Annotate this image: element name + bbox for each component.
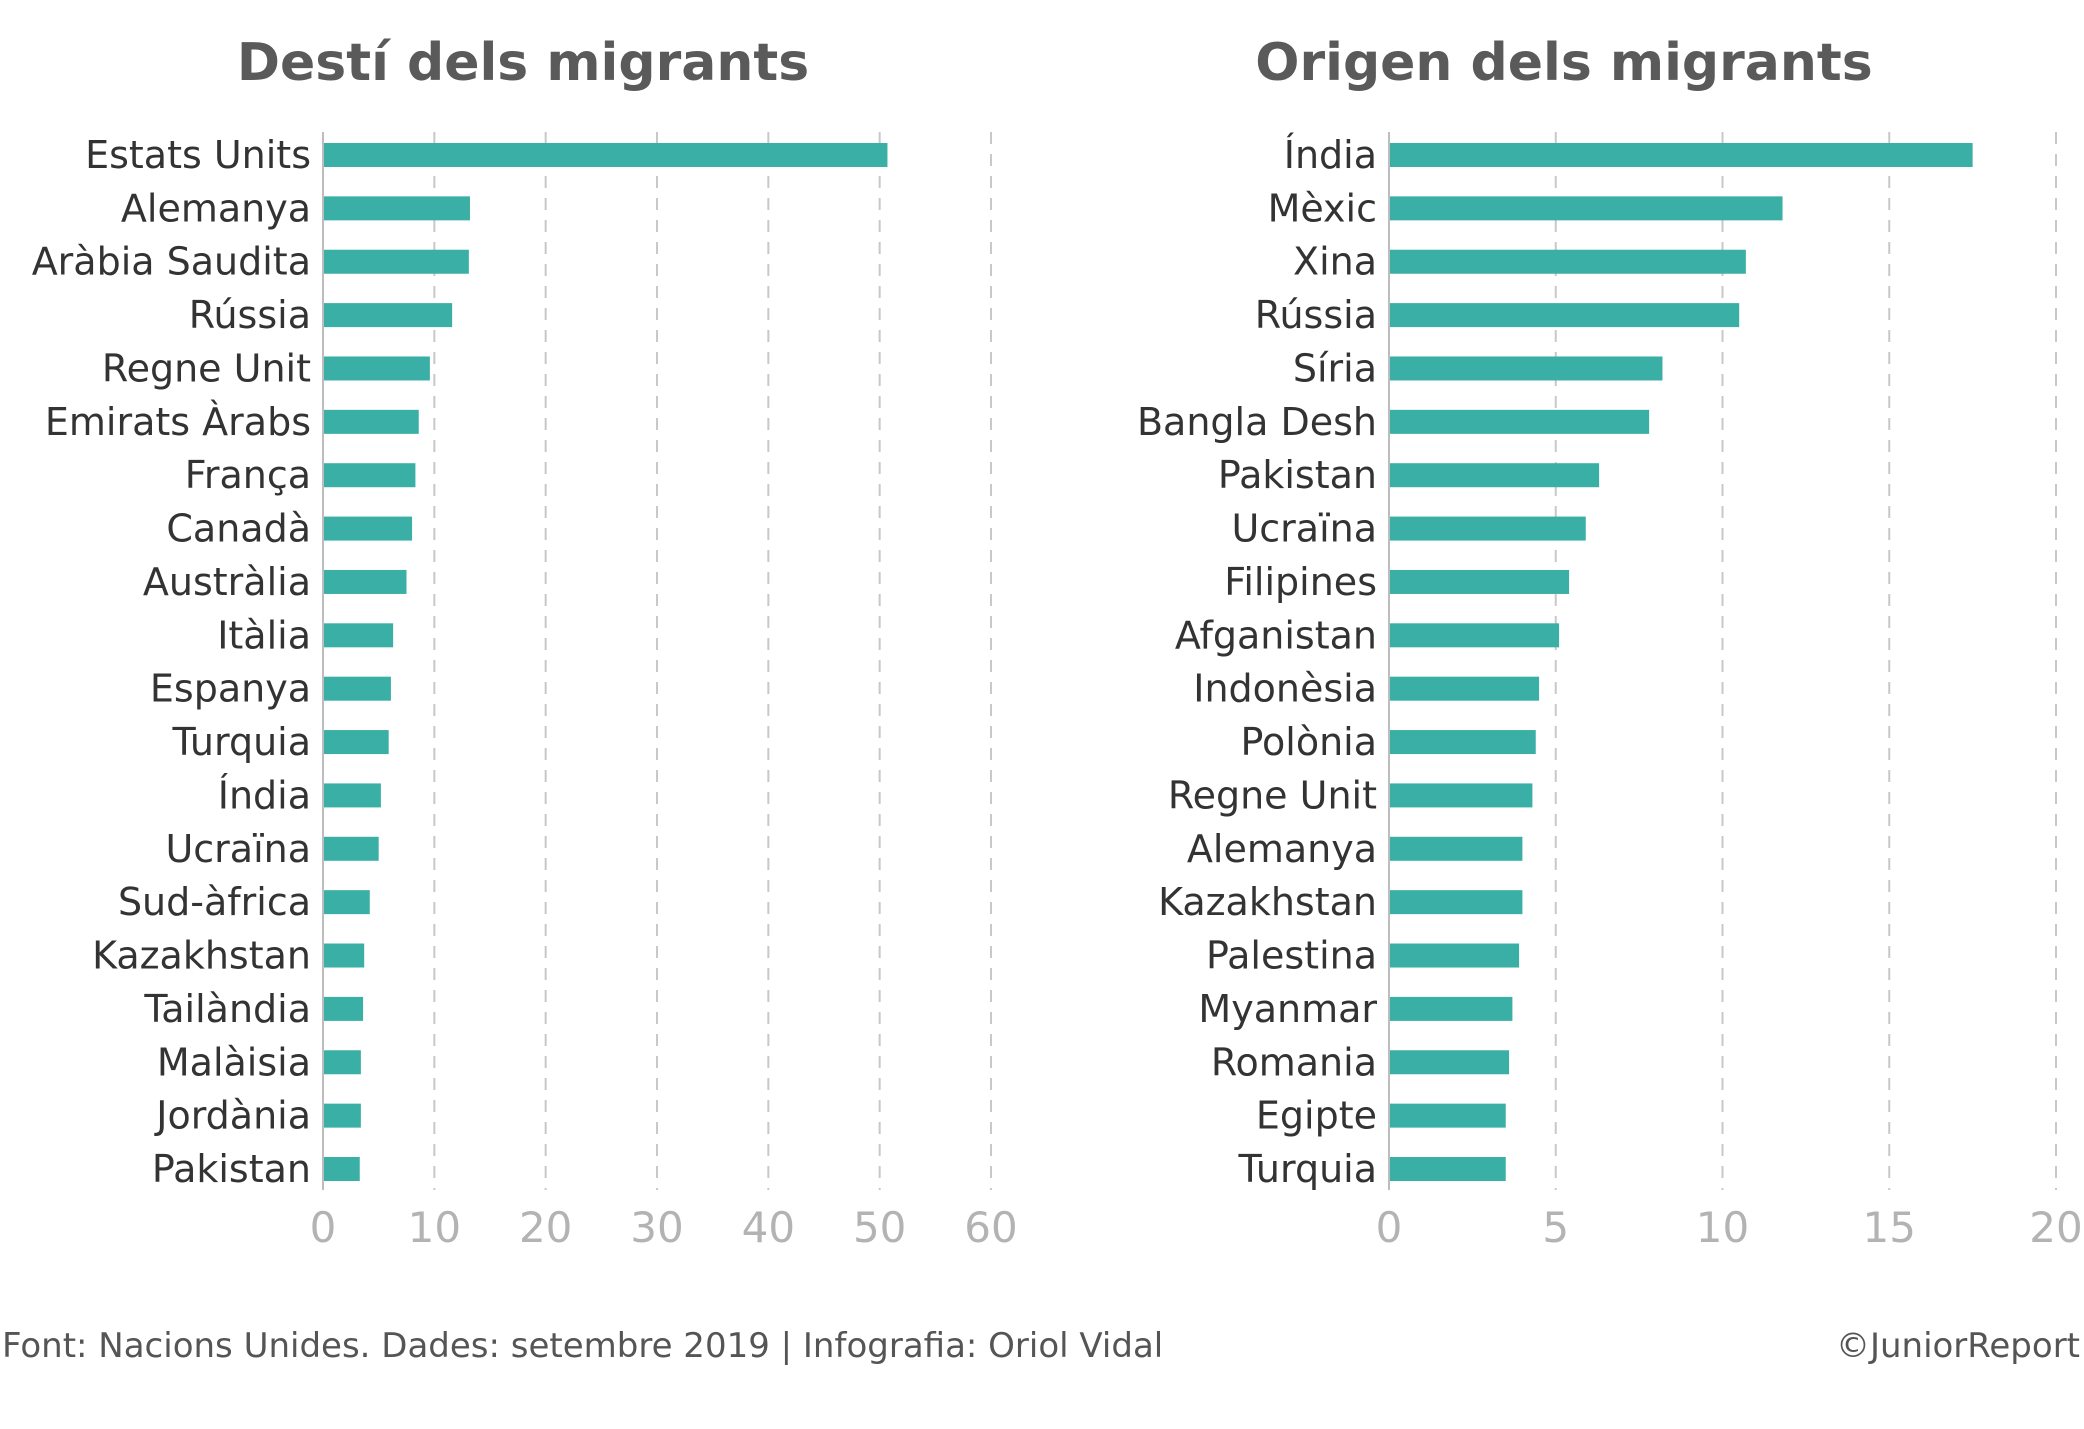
destination-bar [324, 356, 430, 381]
destination-x-tick-label: 50 [853, 1203, 906, 1252]
destination-chart: Destí dels migrants 0 10 20 30 40 50 60 Estats U… [32, 33, 1018, 1252]
origin-bar [1390, 836, 1523, 861]
destination-category-label: Jordània [154, 1094, 311, 1138]
origin-chart-title: Origen dels migrants [1255, 33, 1872, 93]
origin-category-label: Egipte [1256, 1094, 1377, 1138]
destination-category-label: Espanya [150, 667, 311, 711]
destination-bar [324, 409, 419, 434]
destination-bar [324, 143, 888, 167]
origin-bar [1390, 569, 1570, 594]
origin-category-label: Mèxic [1268, 186, 1377, 230]
origin-category-label: Regne Unit [1168, 773, 1377, 817]
destination-category-label: Ucraïna [165, 827, 311, 871]
destination-category-label: Regne Unit [102, 346, 311, 390]
destination-x-tick-label: 30 [630, 1203, 683, 1252]
destination-x-tick-label: 40 [742, 1203, 795, 1252]
origin-bar [1390, 516, 1586, 541]
origin-category-label: Ucraïna [1231, 507, 1377, 551]
destination-category-label: Turquia [171, 720, 311, 764]
origin-bar [1390, 143, 1973, 167]
origin-bar [1390, 249, 1746, 274]
destination-bar [324, 783, 381, 808]
destination-category-label: Rússia [189, 293, 311, 337]
origin-x-tick-label: 0 [1376, 1203, 1403, 1252]
destination-category-label: Canadà [166, 507, 311, 551]
origin-bar [1390, 463, 1600, 488]
origin-category-label: Síria [1293, 346, 1377, 390]
destination-x-tick-label: 10 [408, 1203, 461, 1252]
destination-category-label: Tailàndia [143, 987, 311, 1031]
destination-bar [324, 569, 407, 594]
origin-category-label: Kazakhstan [1158, 880, 1377, 924]
destination-bar [324, 249, 469, 274]
origin-bar [1390, 783, 1533, 808]
origin-category-label: Índia [1284, 133, 1377, 177]
destination-category-label: Pakistan [152, 1147, 311, 1191]
destination-category-label: Estats Units [85, 133, 311, 177]
destination-bar [324, 730, 389, 755]
destination-bar [324, 890, 370, 915]
destination-x-tick-label: 20 [519, 1203, 572, 1252]
destination-category-label: Itàlia [217, 613, 311, 657]
origin-bar [1390, 943, 1520, 968]
origin-bar [1390, 303, 1740, 328]
origin-bar [1390, 1157, 1506, 1181]
footer-source: Font: Nacions Unides. Dades: setembre 20… [2, 1326, 1164, 1366]
origin-bar [1390, 409, 1650, 434]
origin-category-label: Xina [1293, 240, 1377, 284]
origin-x-tick-label: 20 [2029, 1203, 2082, 1252]
destination-category-label: França [185, 453, 311, 497]
origin-category-label: Turquia [1237, 1147, 1377, 1191]
origin-bar [1390, 623, 1560, 648]
origin-category-label: Romania [1211, 1040, 1377, 1084]
destination-category-label: Sud-àfrica [118, 880, 311, 924]
origin-bar [1390, 890, 1523, 915]
destination-x-tick-label: 0 [310, 1203, 337, 1252]
origin-x-tick-label: 15 [1863, 1203, 1916, 1252]
destination-bar [324, 516, 413, 541]
origin-x-tick-label: 5 [1542, 1203, 1569, 1252]
destination-category-label: Alemanya [121, 186, 311, 230]
destination-category-label: Índia [218, 773, 311, 817]
destination-bar [324, 943, 365, 968]
destination-bar [324, 303, 453, 328]
origin-bar [1390, 996, 1513, 1021]
destination-bar [324, 463, 416, 488]
destination-category-label: Malàisia [157, 1040, 311, 1084]
origin-bar [1390, 1103, 1506, 1128]
destination-bar [324, 1157, 360, 1181]
origin-bar [1390, 196, 1783, 221]
destination-bar [324, 196, 470, 221]
footer-credit: ©JuniorReport [1835, 1326, 2080, 1366]
origin-chart: Origen dels migrants 0 5 10 15 20 Índia Mèxic Xi… [1137, 33, 2083, 1252]
origin-category-label: Polònia [1240, 720, 1377, 764]
destination-category-label: Aràbia Saudita [32, 240, 311, 284]
destination-bar [324, 623, 394, 648]
origin-bar [1390, 730, 1536, 755]
destination-bar [324, 996, 364, 1021]
destination-category-label: Austràlia [143, 560, 311, 604]
origin-category-label: Filipines [1224, 560, 1377, 604]
destination-chart-title: Destí dels migrants [237, 33, 809, 93]
destination-category-label: Kazakhstan [92, 934, 311, 978]
destination-bar [324, 836, 379, 861]
destination-category-label: Emirats Àrabs [45, 400, 311, 444]
destination-x-tick-label: 60 [964, 1203, 1017, 1252]
origin-category-label: Indonèsia [1193, 667, 1377, 711]
destination-bar [324, 676, 391, 701]
origin-category-label: Rússia [1255, 293, 1377, 337]
origin-bar [1390, 676, 1540, 701]
origin-category-label: Myanmar [1198, 987, 1377, 1031]
origin-category-label: Pakistan [1218, 453, 1377, 497]
destination-bar [324, 1103, 361, 1128]
origin-category-label: Palestina [1206, 934, 1377, 978]
origin-x-tick-label: 10 [1696, 1203, 1749, 1252]
origin-bar [1390, 1050, 1510, 1075]
destination-bar [324, 1050, 361, 1075]
origin-category-label: Bangla Desh [1137, 400, 1377, 444]
origin-category-label: Alemanya [1187, 827, 1377, 871]
origin-bar [1390, 356, 1663, 381]
origin-category-label: Afganistan [1175, 613, 1377, 657]
